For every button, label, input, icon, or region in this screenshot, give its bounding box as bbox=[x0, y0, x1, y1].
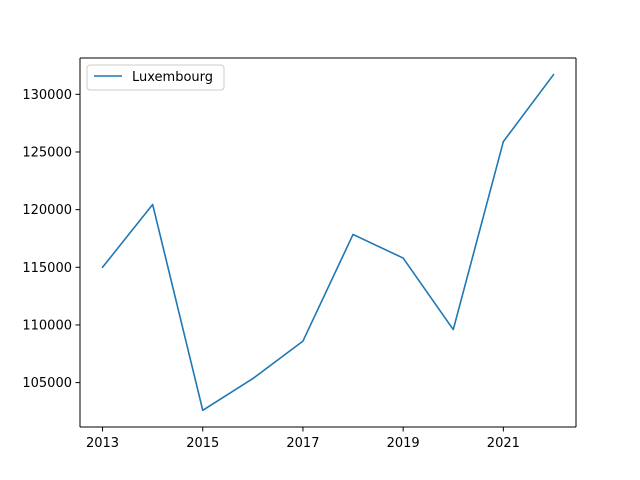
y-tick-label: 120000 bbox=[22, 203, 72, 218]
x-tick-label: 2017 bbox=[286, 436, 319, 451]
x-tick-label: 2019 bbox=[387, 436, 420, 451]
x-axis-ticks: 2013 2015 2017 2019 2021 bbox=[86, 427, 520, 451]
y-tick-label: 110000 bbox=[22, 318, 72, 333]
series-layer bbox=[101, 73, 555, 412]
legend-label: Luxembourg bbox=[132, 70, 213, 85]
y-tick-label: 130000 bbox=[22, 88, 72, 103]
x-tick-label: 2021 bbox=[487, 436, 520, 451]
y-tick-label: 115000 bbox=[22, 261, 72, 276]
axes-frame bbox=[79, 57, 577, 428]
y-tick-label: 125000 bbox=[22, 145, 72, 160]
x-tick-label: 2013 bbox=[86, 436, 119, 451]
y-tick-label: 105000 bbox=[22, 376, 72, 391]
y-axis-ticks: 105000 110000 115000 120000 125000 130000 bbox=[22, 88, 80, 391]
plot-area bbox=[80, 58, 576, 427]
x-tick-label: 2015 bbox=[186, 436, 219, 451]
legend-box bbox=[86, 64, 225, 91]
legend: Luxembourg bbox=[86, 64, 225, 91]
series-line-0 bbox=[101, 73, 555, 412]
